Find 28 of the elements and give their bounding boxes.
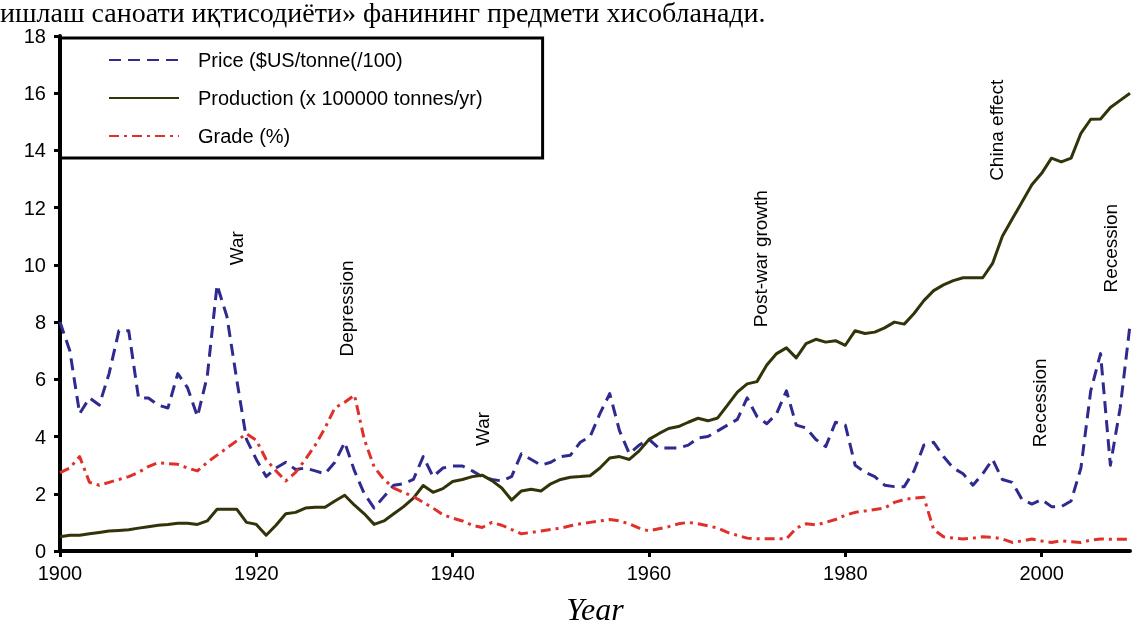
legend-label: Grade (%) [198, 125, 291, 147]
x-tick-label: 1940 [430, 562, 475, 584]
x-tick-label: 1960 [626, 562, 672, 584]
y-tick-label: 0 [34, 540, 46, 562]
annotation: Recession [1100, 203, 1122, 293]
y-tick-label: 18 [23, 25, 46, 47]
y-tick-label: 6 [34, 368, 46, 391]
y-tick-label: 12 [23, 196, 46, 219]
x-tick-label: 1900 [37, 562, 83, 584]
legend-label: Price ($US/tonne(/100) [198, 49, 403, 71]
y-tick-label: 14 [23, 139, 46, 162]
y-tick-label: 2 [34, 482, 46, 505]
x-tick-label: 2000 [1019, 562, 1064, 584]
x-tick-label: 1920 [234, 562, 279, 584]
annotation: Recession [1028, 358, 1050, 448]
annotation: War [226, 230, 248, 266]
y-tick-label: 16 [23, 82, 46, 105]
annotation: Post-war growth [750, 190, 772, 328]
x-axis-title: Year [566, 591, 625, 627]
y-tick-label: 4 [34, 425, 46, 448]
text: ишлаш саноати иқтисодиёти» фанининг предмети хисобланади. [0, 0, 766, 28]
annotation: Depression [336, 260, 358, 357]
legend-label: Production (x 100000 tonnes/yr) [198, 87, 483, 109]
annotation: China effect [985, 79, 1007, 181]
x-tick-label: 1980 [823, 562, 868, 584]
y-tick-label: 10 [23, 253, 46, 276]
annotation: War [472, 411, 494, 447]
y-tick-label: 8 [34, 311, 46, 334]
